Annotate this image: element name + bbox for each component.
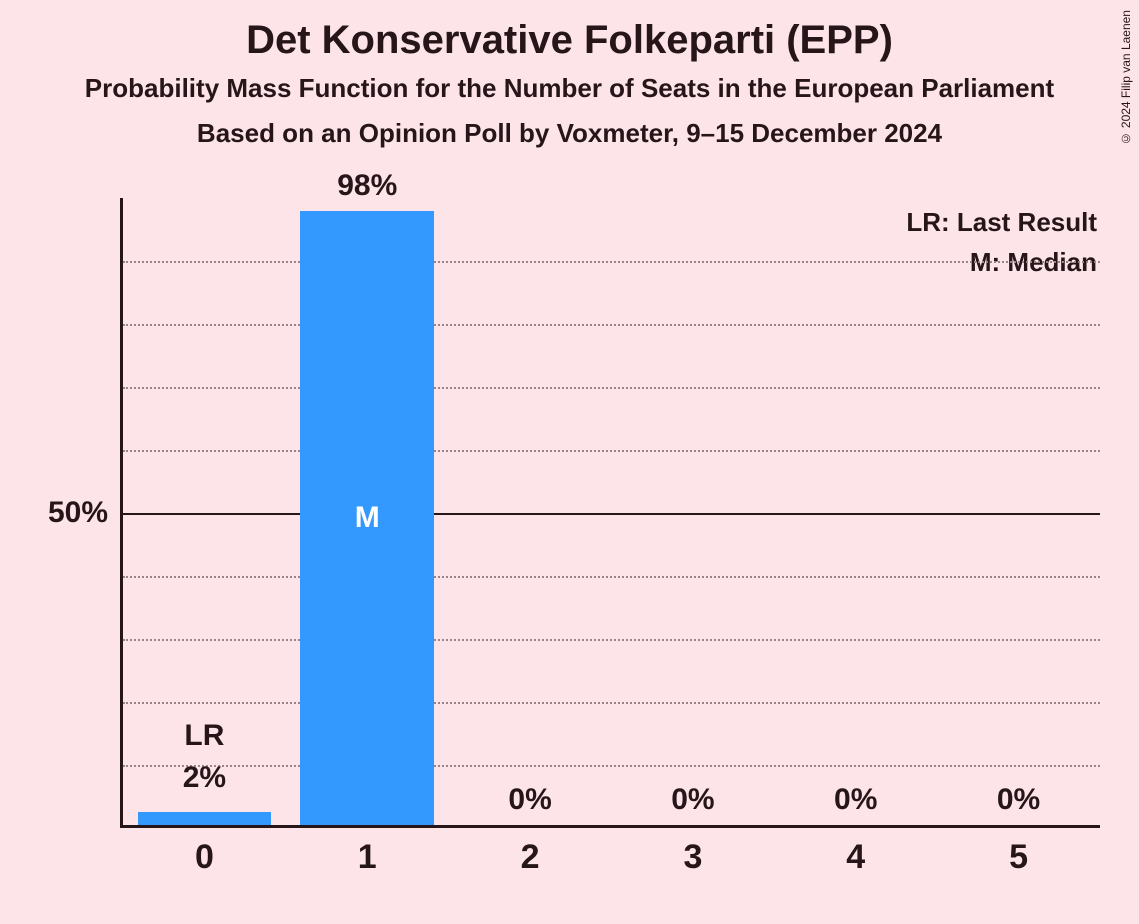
bar-value-label: 0% [774, 783, 937, 817]
median-marker: M [300, 501, 434, 535]
y-tick-label: 50% [48, 496, 108, 530]
x-axis-labels: 012345 [123, 838, 1100, 877]
x-tick-label: 0 [123, 838, 286, 877]
chart-title: Det Konservative Folkeparti (EPP) [0, 18, 1139, 63]
bar-slot: M98% [286, 198, 449, 825]
plot-area: 50% 2%LRM98%0%0%0%0% [120, 198, 1100, 828]
copyright-label: © 2024 Filip van Laenen [1119, 10, 1133, 145]
bar [138, 812, 272, 825]
bar-value-label: 0% [937, 783, 1100, 817]
bar: M [300, 211, 434, 825]
bar-value-label: 0% [611, 783, 774, 817]
bar-slot: 0% [774, 198, 937, 825]
bar-value-label: 0% [449, 783, 612, 817]
x-tick-label: 5 [937, 838, 1100, 877]
x-axis [120, 825, 1100, 828]
chart-subtitle-1: Probability Mass Function for the Number… [0, 73, 1139, 104]
bar-value-label: 2% [123, 761, 286, 795]
bar-slot: 0% [611, 198, 774, 825]
last-result-marker: LR [123, 719, 286, 753]
bars-container: 2%LRM98%0%0%0%0% [123, 198, 1100, 825]
x-tick-label: 1 [286, 838, 449, 877]
x-tick-label: 2 [449, 838, 612, 877]
bar-slot: 0% [449, 198, 612, 825]
x-tick-label: 4 [774, 838, 937, 877]
bar-value-label: 98% [286, 169, 449, 203]
bar-slot: 2% LR [123, 198, 286, 825]
chart-subtitle-2: Based on an Opinion Poll by Voxmeter, 9–… [0, 118, 1139, 149]
bar-slot: 0% [937, 198, 1100, 825]
x-tick-label: 3 [611, 838, 774, 877]
